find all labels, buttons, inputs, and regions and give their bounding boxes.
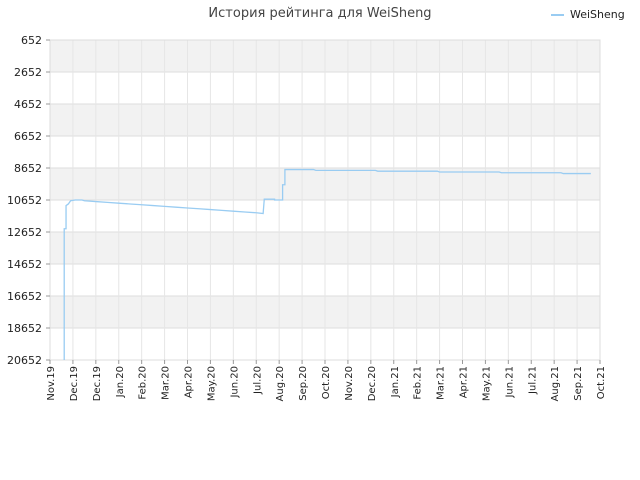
x-tick-label: Apr.21 [459,366,470,398]
x-tick-label: Jun.20 [229,366,240,399]
x-tick-label: Jan.20 [115,366,126,398]
x-tick-label: Aug.20 [275,366,286,401]
x-tick-label: Nov.19 [46,366,57,401]
x-tick-label: Jul.21 [527,366,538,395]
x-tick-label: May.21 [481,366,492,401]
y-tick-label: 14652 [7,258,42,271]
y-axis-ticks: 652 2652 4652 6652 8652 10652 12652 14652 16652 1… [7,34,50,367]
x-tick-label: Oct.21 [596,366,607,399]
x-tick-label: May.20 [206,366,217,401]
x-tick-label: Dec.20 [367,366,378,401]
series-line-weisheng [63,168,591,360]
x-tick-label: Jun.21 [504,366,515,399]
legend-label: WeiSheng [570,8,625,21]
x-tick-label: Sep.21 [573,366,584,401]
x-tick-label: Mar.20 [161,366,172,400]
x-axis-ticks: Nov.19 Dec.19 Dec.19 Jan.20 Feb.20 Mar.20 Apr.… [46,360,607,401]
series-group [63,168,591,360]
y-tick-label: 4652 [14,98,42,111]
x-tick-label: Jul.20 [252,366,263,395]
y-tick-label: 18652 [7,322,42,335]
y-tick-label: 6652 [14,130,42,143]
y-tick-label: 10652 [7,194,42,207]
x-tick-label: Sep.20 [298,366,309,401]
x-tick-label: Dec.19 [92,366,103,401]
y-tick-label: 652 [21,34,42,47]
x-tick-label: Nov.20 [344,366,355,401]
legend: WeiSheng [551,8,625,21]
x-tick-label: Jan.21 [390,366,401,398]
x-tick-label: Dec.19 [69,366,80,401]
y-tick-label: 20652 [7,354,42,367]
y-tick-label: 2652 [14,66,42,79]
y-tick-label: 16652 [7,290,42,303]
y-tick-label: 8652 [14,162,42,175]
legend-swatch [551,13,564,16]
y-tick-label: 12652 [7,226,42,239]
x-tick-label: Apr.20 [184,366,195,398]
x-tick-label: Mar.21 [436,366,447,400]
x-tick-label: Oct.20 [321,366,332,399]
x-tick-label: Aug.21 [550,366,561,401]
x-tick-label: Feb.21 [413,366,424,400]
x-tick-label: Feb.20 [138,366,149,400]
chart-title: История рейтинга для WeiSheng [208,6,432,21]
